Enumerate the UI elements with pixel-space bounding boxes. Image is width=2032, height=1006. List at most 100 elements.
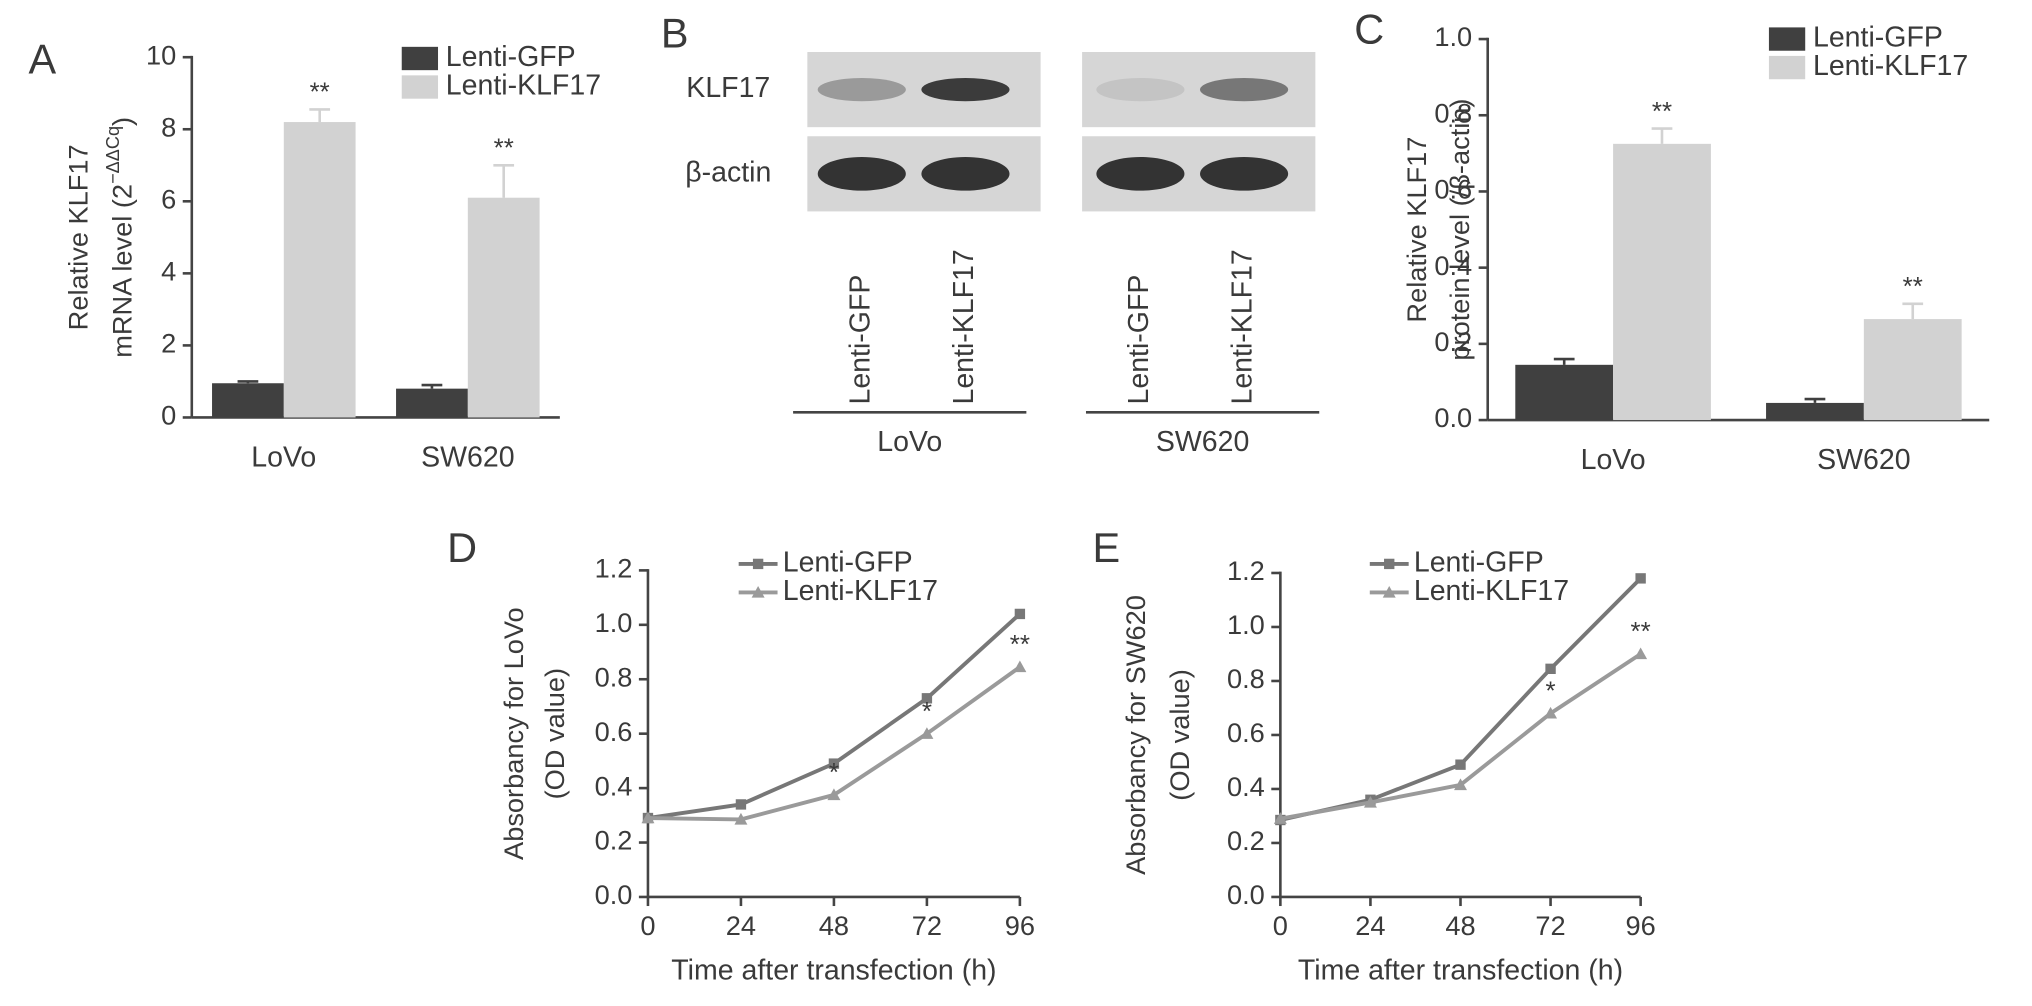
error-bar: [493, 163, 515, 198]
legend-marker: [752, 558, 764, 570]
legend-marker: [1384, 558, 1395, 570]
legend-label: Lenti-KLF17: [1414, 575, 1569, 607]
band: [921, 156, 1010, 191]
y-tick-label: 6: [161, 183, 176, 214]
error-bar: [421, 383, 443, 389]
point: [921, 693, 933, 704]
legend-label: Lenti-GFP: [1813, 22, 1943, 54]
legend-label: Lenti-KLF17: [446, 70, 601, 102]
x-axis-label: Time after transfection (h): [671, 955, 996, 987]
point: [734, 812, 748, 825]
y-tick-label: 0.0: [1434, 402, 1472, 433]
x-tick-label: 72: [912, 910, 942, 941]
y-tick-label: 0.4: [1227, 771, 1265, 802]
y-tick-label: 0.4: [1434, 250, 1472, 281]
y-tick-label: 0.4: [595, 770, 633, 801]
point: [1363, 795, 1377, 808]
significance: *: [922, 698, 932, 726]
point: [1273, 812, 1287, 824]
panel-label: C: [1354, 6, 1384, 53]
point: [1544, 706, 1558, 719]
panel-label: D: [447, 524, 477, 571]
legend-swatch: [1768, 27, 1806, 51]
band: [921, 77, 1010, 102]
point: [1455, 759, 1466, 770]
x-tick-label: 0: [640, 910, 655, 941]
significance: **: [310, 79, 330, 107]
legend-swatch: [1768, 55, 1806, 80]
y-tick-label: 0.2: [1227, 825, 1265, 856]
significance: *: [1546, 677, 1556, 705]
x-tick-label: 0: [1273, 910, 1288, 941]
significance: **: [1631, 618, 1651, 646]
error-bar: [1804, 397, 1826, 403]
y-axis-label: Absorbancy for SW620: [1120, 595, 1151, 875]
band: [817, 156, 906, 191]
x-tick-label: 48: [819, 910, 849, 941]
x-tick-label: LoVo: [1581, 444, 1646, 476]
y-tick-label: 0: [161, 400, 176, 431]
significance: **: [1652, 98, 1672, 126]
line: [647, 612, 1022, 820]
band: [1200, 77, 1289, 102]
lane-label: Lenti-GFP: [1123, 275, 1155, 405]
x-tick-label: 96: [1625, 910, 1655, 941]
significance: **: [494, 135, 514, 163]
point: [827, 788, 841, 801]
legend-label: Lenti-KLF17: [783, 575, 938, 607]
row-label: β-actin: [685, 156, 771, 188]
y-tick-label: 1.0: [1434, 21, 1472, 52]
y-tick-label: 1.2: [1227, 555, 1265, 586]
x-tick-label: 24: [1355, 910, 1385, 941]
error-bar: [1553, 357, 1575, 365]
band: [1096, 77, 1185, 102]
point: [1014, 608, 1026, 620]
point: [735, 799, 747, 810]
group-label: LoVo: [877, 426, 942, 458]
x-tick-label: LoVo: [251, 441, 316, 473]
y-tick-label: 0.8: [595, 661, 633, 692]
point: [1545, 663, 1556, 675]
error-bar: [1651, 127, 1673, 144]
y-axis-label: Relative KLF17: [63, 144, 94, 330]
significance: **: [1010, 631, 1030, 659]
error-bar: [1902, 302, 1924, 320]
point: [1634, 647, 1648, 660]
y-tick-label: 0.6: [1227, 717, 1265, 748]
line: [1280, 652, 1642, 821]
y-tick-label: 0.0: [595, 879, 633, 910]
y-tick-label: 0.6: [1434, 174, 1472, 205]
legend-marker: [1382, 585, 1396, 598]
y-axis-label-part: ): [107, 117, 138, 126]
legend-label: Lenti-GFP: [446, 41, 576, 73]
y-tick-label: 8: [161, 111, 176, 142]
y-tick-label: 1.2: [595, 553, 633, 584]
bar: [1515, 364, 1614, 421]
panel-label: E: [1092, 524, 1120, 571]
y-tick-label: 0.8: [1227, 663, 1265, 694]
y-axis-label-part: Absorbancy for LoVo: [498, 607, 529, 860]
y-axis-label: (OD value): [1164, 669, 1195, 801]
y-axis-label-part: (OD value): [1164, 669, 1195, 801]
y-tick-label: 0.8: [1434, 97, 1472, 128]
legend-label: Lenti-GFP: [783, 546, 913, 578]
point: [1635, 573, 1646, 584]
y-tick-label: 2: [161, 328, 176, 359]
x-tick-label: SW620: [421, 441, 514, 473]
band: [1096, 156, 1185, 191]
lane-label: Lenti-GFP: [844, 275, 876, 405]
panel-label: A: [29, 35, 57, 82]
x-tick-label: 24: [726, 910, 756, 941]
bar: [1613, 143, 1711, 421]
error-bar: [309, 108, 331, 123]
bar: [396, 388, 468, 418]
y-tick-label: 1.0: [1227, 609, 1265, 640]
x-tick-label: 72: [1535, 910, 1565, 941]
y-axis-label: (OD value): [539, 668, 570, 800]
group-label: SW620: [1156, 426, 1249, 458]
significance: **: [1903, 273, 1923, 301]
legend-label: Lenti-GFP: [1414, 546, 1544, 578]
band: [1200, 156, 1289, 191]
y-axis-label-part: protein level (/β-actin): [1444, 99, 1475, 361]
